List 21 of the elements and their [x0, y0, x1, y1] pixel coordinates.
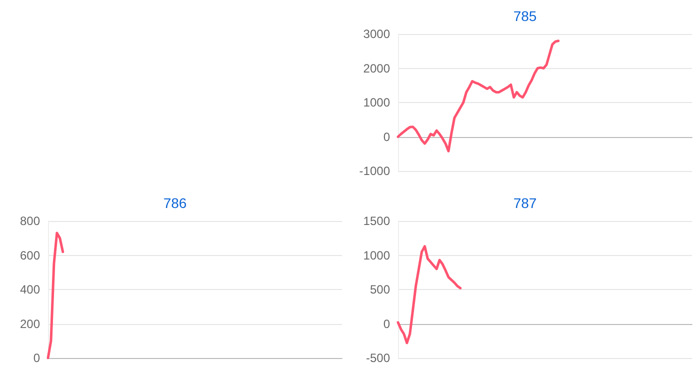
y-tick-label: 500	[370, 282, 390, 296]
y-tick-label: 3000	[363, 27, 390, 41]
y-tick-label: 0	[383, 130, 390, 144]
y-tick-label: 400	[20, 282, 40, 296]
y-tick-label: 800	[20, 214, 40, 228]
y-tick-label: -500	[366, 351, 390, 365]
line-series	[396, 245, 462, 344]
y-tick-label: -1000	[359, 164, 390, 178]
chart-title: 785	[513, 8, 537, 24]
line-series	[46, 232, 64, 360]
y-tick-label: 0	[383, 316, 390, 331]
y-tick-label: 1000	[363, 248, 390, 262]
y-tick-label: 200	[20, 316, 40, 331]
y-tick-label: 0	[33, 351, 40, 365]
line-series	[396, 40, 560, 152]
y-tick-label: 2000	[363, 61, 390, 76]
chart-title: 787	[513, 195, 537, 211]
chart-title: 786	[163, 195, 187, 211]
y-tick-label: 600	[20, 248, 40, 262]
y-tick-label: 1000	[363, 96, 390, 110]
y-tick-label: 1500	[363, 214, 390, 228]
